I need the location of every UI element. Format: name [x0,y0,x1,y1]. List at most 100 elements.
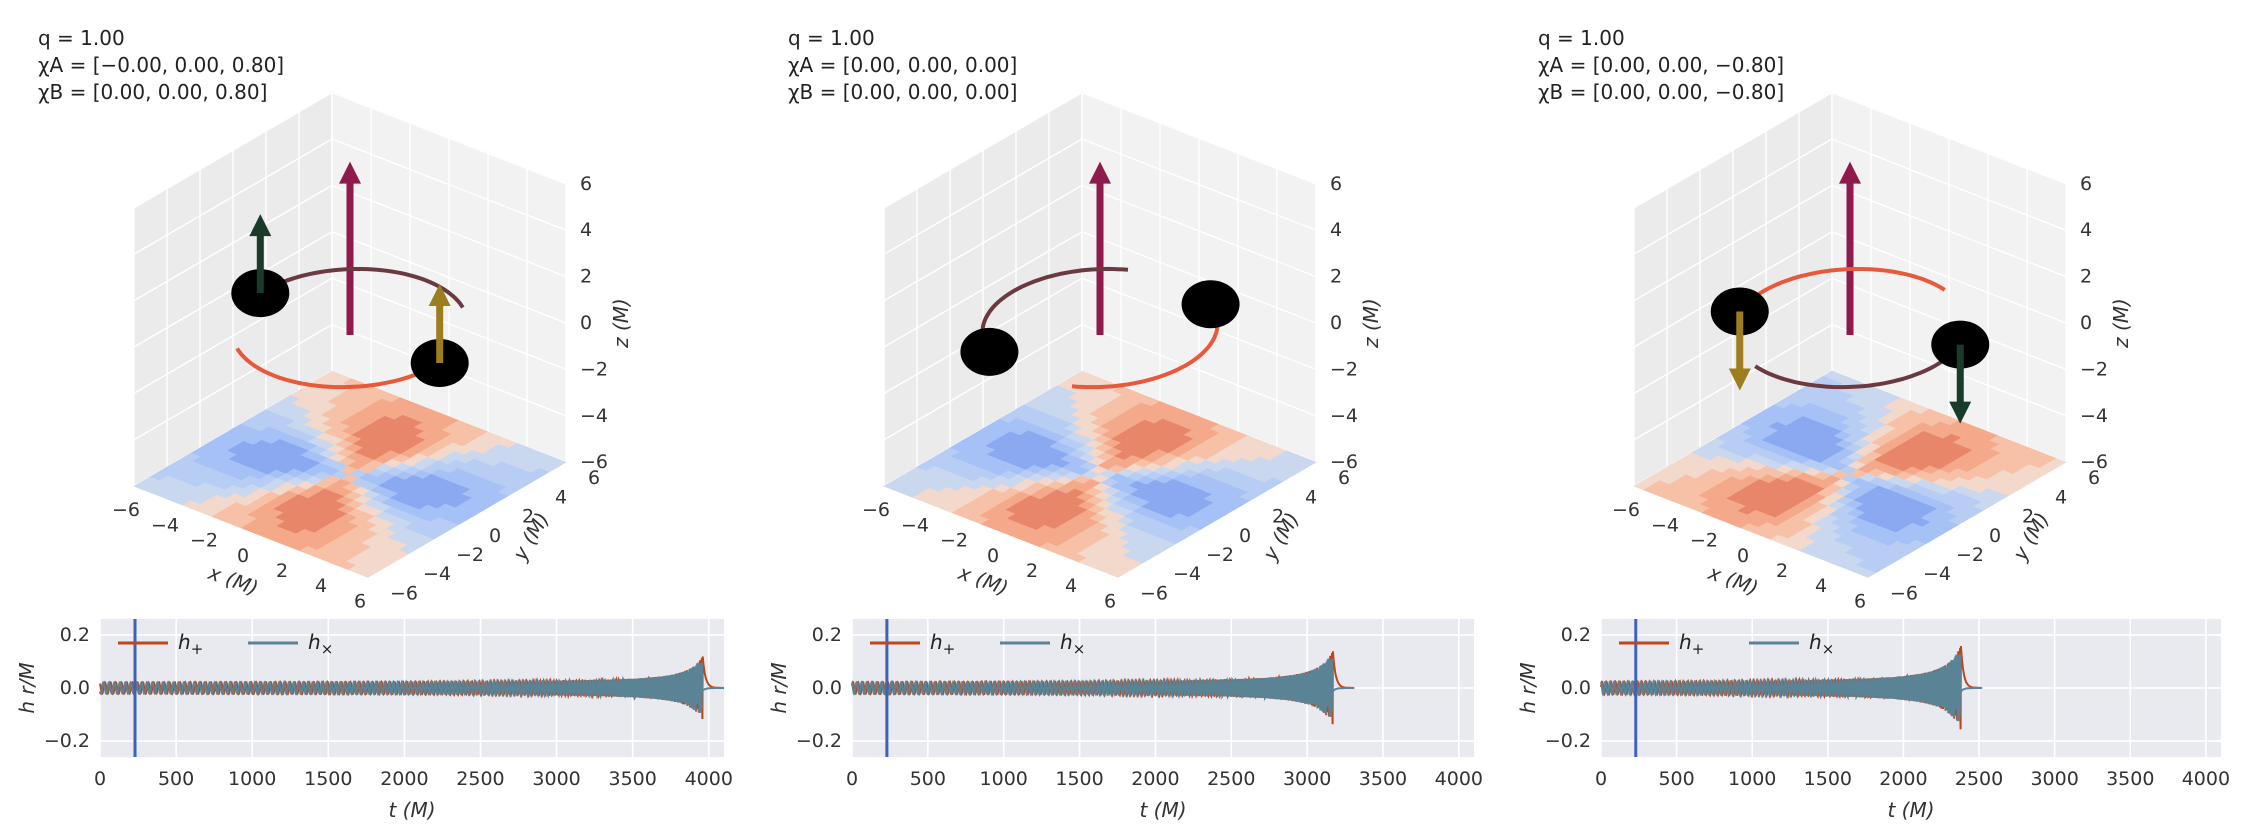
legend-label-h-cross: h× [1809,630,1834,658]
x-tick-label: 0 [94,768,106,790]
y-tick-label: 6 [588,467,600,489]
legend: h+ h× [118,630,333,658]
grid-line [1081,91,1317,185]
annotation-line-2: χA = [−0.00, 0.00, 0.80] [38,53,284,77]
y-tick-label: −2 [1206,544,1234,566]
orbital-angular-momentum-arrowhead [1839,161,1861,184]
z-axis-label: z (M) [2109,298,2133,349]
contour-cell [547,458,567,468]
legend: h+ h× [870,630,1085,658]
y-tick-label: 4 [2055,486,2067,508]
contour-floor [133,370,567,578]
x-axis-label: t (M) [1139,798,1186,822]
legend-label-h-plus-sub: + [1692,640,1705,658]
x-tick-label: 500 [910,768,946,790]
y-tick-label: −6 [390,582,418,604]
y-axis-label: h r/M [1516,662,1540,713]
y-tick-label: 0 [1239,525,1251,547]
x-tick-label: 2 [276,560,288,582]
contour-cell [2047,458,2067,468]
legend-label-h-cross-main: h [308,630,321,654]
y-tick-label: −4 [1173,563,1201,585]
legend-label-h-cross-sub: × [1822,640,1835,658]
y-tick-label: −2 [456,544,484,566]
z-tick-label: −2 [580,358,608,380]
x-tick-label: 1500 [1055,768,1103,790]
x-tick-label: 3500 [1359,768,1407,790]
spin-arrowhead-a [1728,368,1751,391]
y-tick-label: 2 [1272,506,1284,528]
x-tick-label: 2500 [456,768,504,790]
contour-floor [883,370,1317,578]
legend-label-h-cross: h× [1060,630,1085,658]
x-tick-label: 4 [1065,575,1077,597]
spin-arrowhead-b [1949,401,1972,424]
legend-label-h-plus: h+ [930,630,955,658]
x-tick-label: 2 [1026,560,1038,582]
legend-label-h-cross-main: h [1060,630,1073,654]
y-axis-label: y (M) [1257,508,1304,565]
x-tick-label: 0 [1595,768,1607,790]
spin-arrowhead-a [428,284,451,306]
x-tick-label: 6 [1104,590,1116,612]
y-tick-label: 4 [1305,486,1317,508]
y-tick-label: −0.2 [44,730,90,752]
grid-line [1831,91,2067,185]
x-tick-label: 500 [1658,768,1694,790]
series-h-cross [851,658,1355,718]
y-tick-label: −0.2 [796,730,842,752]
y-tick-label: 0.2 [60,624,90,646]
parameter-annotation: q = 1.00 χA = [−0.00, 0.00, 0.80] χB = [0.… [38,26,284,104]
y-tick-label: 0.0 [60,677,90,699]
contour-cell [1297,458,1317,468]
annotation-line-3: χB = [0.00, 0.00, 0.80] [38,80,267,104]
y-tick-label: 6 [2088,467,2100,489]
x-axis-label: x (M) [1704,560,1761,600]
grid-line [1831,138,2067,231]
x-axis-label: x (M) [204,560,261,600]
spin-arrowhead-b [249,214,272,237]
grid-line [133,138,333,255]
orbit-trail-bh-a [235,347,441,390]
waveform-panel-1: 0 500 1000 1500 2000 2500 3000 3500 4000 −0.2 0.0 0… [15,619,733,822]
z-tick-label: 0 [2080,312,2092,334]
x-tick-label: 2000 [1131,768,1179,790]
z-tick-label: 4 [580,219,592,241]
x-tick-label: 2000 [1879,768,1927,790]
x-tick-label: 1000 [228,768,276,790]
series-h-cross [99,662,724,714]
z-tick-label: 2 [580,266,592,288]
parameter-annotation: q = 1.00 χA = [0.00, 0.00, −0.80] χB = [0.… [1538,26,1784,104]
y-tick-label: 0.2 [1561,624,1591,646]
x-tick-label: −4 [151,514,179,536]
y-tick-label: 0.2 [812,624,842,646]
x-tick-label: 0 [846,768,858,790]
x-tick-label: 3500 [2106,768,2154,790]
legend-label-h-plus-main: h [178,630,191,654]
x-tick-label: −6 [112,499,140,521]
grid-line [883,91,1083,209]
orbital-angular-momentum-arrowhead [339,161,361,184]
legend-label-h-plus: h+ [178,630,203,658]
orbital-angular-momentum-arrowhead [1089,161,1111,184]
x-tick-label: −4 [901,514,929,536]
z-tick-label: 0 [1330,312,1342,334]
y-tick-label: −4 [1923,563,1951,585]
z-tick-label: −2 [2080,358,2108,380]
annotation-line-1: q = 1.00 [788,26,875,50]
y-tick-label: 0 [489,525,501,547]
x-tick-label: 6 [354,590,366,612]
x-tick-label: 1000 [980,768,1028,790]
grid-line [331,138,567,231]
x-tick-label: 2 [1776,560,1788,582]
z-tick-label: 4 [1330,219,1342,241]
x-tick-label: 6 [1854,590,1866,612]
x-tick-label: 3000 [532,768,580,790]
x-axis-label: t (M) [1887,798,1934,822]
y-tick-label: 2 [2022,506,2034,528]
z-tick-label: −4 [1330,405,1358,427]
y-tick-label: 6 [1338,467,1350,489]
